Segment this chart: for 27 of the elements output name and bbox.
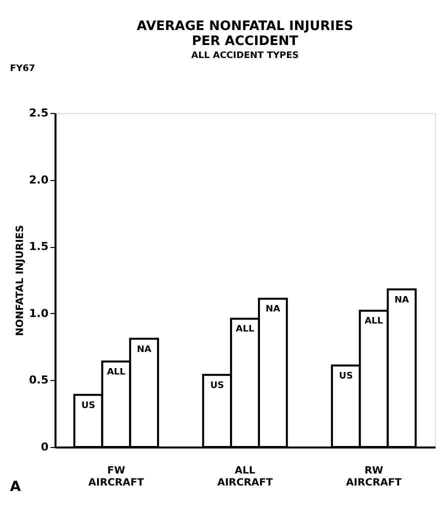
y-tick-label: 0.5 [29, 374, 48, 387]
category-label: ALL [234, 466, 256, 476]
series-label: NA [136, 344, 152, 355]
y-tick-label: 1.0 [29, 306, 49, 320]
text: NA [394, 295, 409, 306]
text: US [210, 380, 224, 391]
series-label: ALL [106, 367, 126, 378]
y-tick-label: 0 [40, 440, 49, 454]
y-tick-label: 1.5 [29, 240, 48, 254]
text: AVERAGE NONFATAL INJURIES [136, 19, 354, 34]
text: ALL [236, 324, 254, 335]
series-label: US [81, 400, 96, 411]
category-label: AIRCRAFT [217, 478, 273, 488]
category-label: AIRCRAFT [346, 478, 402, 488]
y-axis-title: NONFATAL INJURIES [15, 225, 26, 336]
chart-subtitle: ALL ACCIDENT TYPES [191, 51, 299, 61]
text: A [10, 479, 21, 495]
text: NA [266, 304, 280, 315]
y-tick-label: 2.5 [29, 106, 48, 120]
category-label: AIRCRAFT [88, 478, 144, 488]
category-label: FW [107, 466, 126, 476]
text: PER ACCIDENT [192, 34, 298, 49]
text: US [339, 372, 353, 382]
y-tick-label: 2.0 [29, 173, 49, 186]
text: FY67 [10, 64, 36, 74]
category-label: RW [364, 466, 384, 476]
text: ALL [364, 316, 384, 327]
